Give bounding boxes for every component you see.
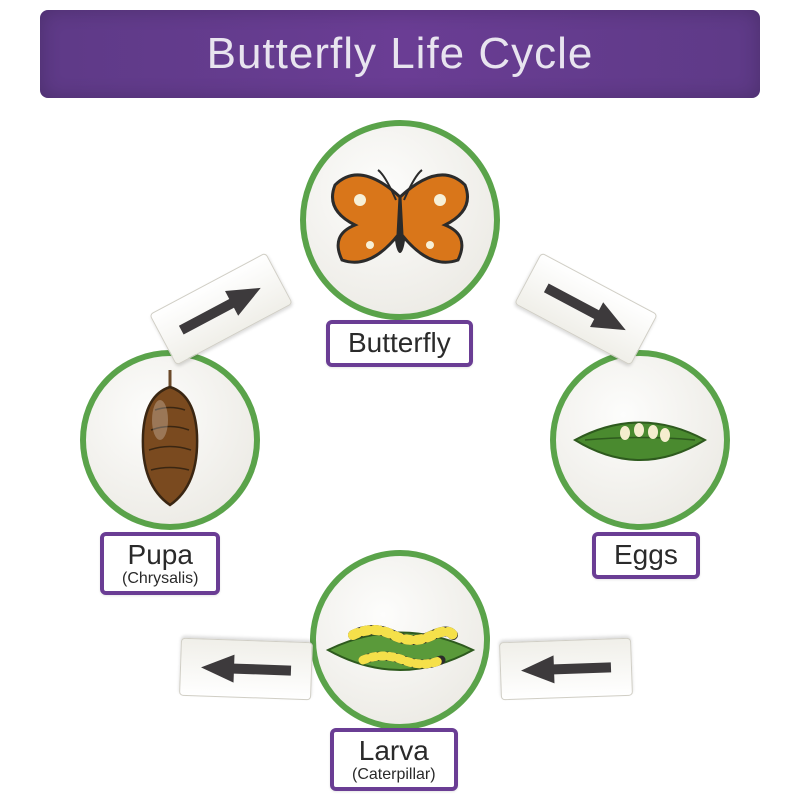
label-text: Butterfly: [348, 328, 451, 359]
label-text: Larva: [359, 736, 429, 767]
stage-eggs-circle: [550, 350, 730, 530]
stage-larva-label: Larva (Caterpillar): [330, 728, 458, 791]
arrow-icon: [195, 650, 296, 687]
stage-eggs-label: Eggs: [592, 532, 700, 579]
pupa-icon: [115, 365, 225, 515]
arrow-icon: [169, 271, 273, 348]
label-text: Eggs: [614, 540, 678, 571]
label-subtext: (Chrysalis): [122, 571, 198, 587]
stage-pupa-circle: [80, 350, 260, 530]
arrow-pupa-to-butterfly: [149, 252, 293, 365]
title-text: Butterfly Life Cycle: [207, 29, 594, 79]
arrow-icon: [534, 271, 638, 348]
arrow-butterfly-to-eggs: [514, 252, 658, 365]
label-subtext: (Caterpillar): [352, 767, 436, 783]
stage-butterfly-circle: [300, 120, 500, 320]
eggs-icon: [565, 385, 715, 495]
title-banner: Butterfly Life Cycle: [40, 10, 760, 98]
label-text: Pupa: [128, 540, 193, 571]
larva-icon: [323, 580, 478, 700]
arrow-eggs-to-larva: [499, 638, 633, 701]
stage-butterfly-label: Butterfly: [326, 320, 473, 367]
butterfly-icon: [320, 155, 480, 285]
stage-pupa-label: Pupa (Chrysalis): [100, 532, 220, 595]
stage-larva-circle: [310, 550, 490, 730]
arrow-larva-to-pupa: [179, 638, 313, 701]
arrow-icon: [515, 650, 616, 687]
